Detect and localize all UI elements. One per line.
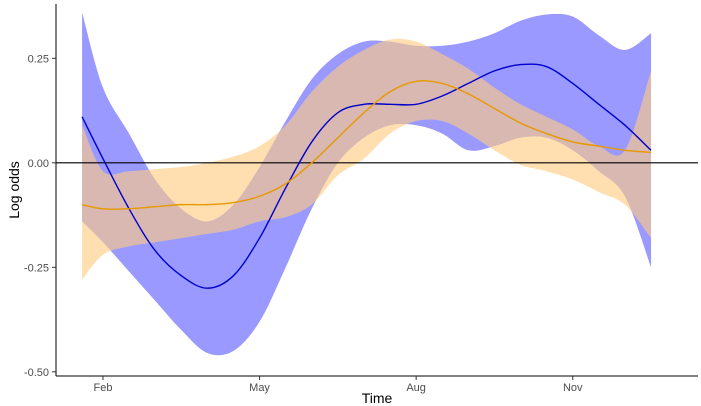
- confidence-bands: [82, 12, 652, 356]
- x-tick-label: Nov: [563, 382, 583, 394]
- y-tick-label: 0.00: [28, 158, 49, 170]
- y-axis-title: Log odds: [6, 161, 22, 219]
- trend-line-2: [81, 80, 652, 210]
- y-tick-label: -0.50: [24, 367, 49, 379]
- y-axis-ticks: -0.50 -0.25 0.00 0.25: [24, 53, 56, 379]
- x-tick-label: May: [249, 382, 270, 394]
- x-tick-label: Aug: [406, 382, 426, 394]
- x-axis-title: Time: [362, 390, 393, 406]
- y-tick-label: 0.25: [28, 53, 49, 65]
- trend-lines: [81, 63, 652, 289]
- x-axis-ticks: Feb May Aug Nov: [93, 376, 583, 394]
- y-tick-label: -0.25: [24, 262, 49, 274]
- confidence-band-2: [82, 38, 652, 280]
- trend-line-1: [81, 63, 652, 289]
- x-tick-label: Feb: [93, 382, 112, 394]
